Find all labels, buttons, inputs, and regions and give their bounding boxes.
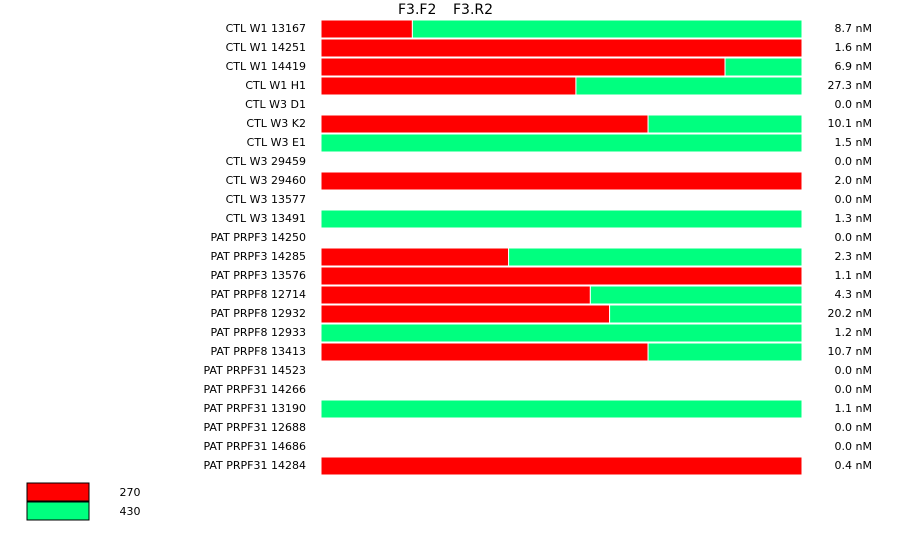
bar-segment bbox=[575, 76, 803, 96]
total-label: 0.0 nM bbox=[835, 98, 872, 111]
row-label: CTL W3 13577 bbox=[226, 193, 306, 206]
total-label: 20.2 nM bbox=[828, 307, 872, 320]
row-label: PAT PRPF31 13190 bbox=[203, 402, 306, 415]
total-label: 4.3 nM bbox=[835, 288, 872, 301]
bar-segment bbox=[320, 399, 803, 419]
row-label: PAT PRPF8 13413 bbox=[210, 345, 306, 358]
bar-segment bbox=[647, 114, 803, 134]
row-label: PAT PRPF3 14250 bbox=[210, 231, 306, 244]
row-label: PAT PRPF31 14266 bbox=[203, 383, 306, 396]
total-label: 0.0 nM bbox=[835, 193, 872, 206]
bar-segment bbox=[320, 171, 803, 191]
total-label: 0.0 nM bbox=[835, 440, 872, 453]
row-label: PAT PRPF3 14285 bbox=[210, 250, 306, 263]
bar-segment bbox=[320, 57, 726, 77]
row-label: PAT PRPF3 13576 bbox=[210, 269, 306, 282]
row-label: CTL W1 14251 bbox=[226, 41, 306, 54]
bar-segment bbox=[647, 342, 803, 362]
bar-segment bbox=[724, 57, 803, 77]
row-label: CTL W3 K2 bbox=[246, 117, 306, 130]
total-label: 2.0 nM bbox=[835, 174, 872, 187]
row-label: PAT PRPF31 12688 bbox=[203, 421, 306, 434]
row-label: PAT PRPF8 12932 bbox=[210, 307, 306, 320]
row-label: CTL W3 E1 bbox=[247, 136, 306, 149]
row-label: CTL W1 H1 bbox=[245, 79, 306, 92]
row-label: PAT PRPF31 14686 bbox=[203, 440, 306, 453]
total-label: 0.4 nM bbox=[835, 459, 872, 472]
total-label: 0.0 nM bbox=[835, 155, 872, 168]
row-label: PAT PRPF31 14523 bbox=[203, 364, 306, 377]
total-label: 6.9 nM bbox=[835, 60, 872, 73]
total-label: 27.3 nM bbox=[828, 79, 872, 92]
row-label: CTL W1 14419 bbox=[226, 60, 306, 73]
legend-swatch bbox=[26, 501, 90, 521]
legend-label: 270 bbox=[120, 486, 141, 499]
bar-segment bbox=[609, 304, 803, 324]
total-label: 1.5 nM bbox=[835, 136, 872, 149]
total-label: 1.2 nM bbox=[835, 326, 872, 339]
total-label: 0.0 nM bbox=[835, 364, 872, 377]
row-label: CTL W3 13491 bbox=[226, 212, 306, 225]
column-header: F3.F2 bbox=[398, 2, 436, 18]
bar-segment bbox=[320, 266, 803, 286]
bar-segment bbox=[320, 114, 649, 134]
row-label: CTL W3 29460 bbox=[226, 174, 306, 187]
row-label: CTL W1 13167 bbox=[226, 22, 306, 35]
total-label: 10.7 nM bbox=[828, 345, 872, 358]
bar-segment bbox=[320, 342, 649, 362]
bar-segment bbox=[411, 19, 803, 39]
row-label: CTL W3 D1 bbox=[245, 98, 306, 111]
total-label: 0.0 nM bbox=[835, 383, 872, 396]
bar-segment bbox=[320, 19, 413, 39]
total-label: 0.0 nM bbox=[835, 421, 872, 434]
row-label: PAT PRPF8 12933 bbox=[210, 326, 306, 339]
bar-segment bbox=[320, 76, 577, 96]
bar-segment bbox=[320, 133, 803, 153]
row-label: PAT PRPF8 12714 bbox=[210, 288, 306, 301]
column-header: F3.R2 bbox=[453, 2, 493, 18]
total-label: 8.7 nM bbox=[835, 22, 872, 35]
bar-segment bbox=[320, 304, 611, 324]
total-label: 10.1 nM bbox=[828, 117, 872, 130]
bar-segment bbox=[508, 247, 803, 267]
bar-segment bbox=[320, 456, 803, 476]
row-label: CTL W3 29459 bbox=[226, 155, 306, 168]
total-label: 0.0 nM bbox=[835, 231, 872, 244]
total-label: 1.1 nM bbox=[835, 269, 872, 282]
row-label: PAT PRPF31 14284 bbox=[203, 459, 306, 472]
bar-segment bbox=[320, 209, 803, 229]
bar-segment bbox=[589, 285, 803, 305]
legend-swatch bbox=[26, 482, 90, 502]
total-label: 2.3 nM bbox=[835, 250, 872, 263]
legend-label: 430 bbox=[120, 505, 141, 518]
bar-segment bbox=[320, 323, 803, 343]
total-label: 1.1 nM bbox=[835, 402, 872, 415]
total-label: 1.6 nM bbox=[835, 41, 872, 54]
bar-segment bbox=[320, 285, 591, 305]
bar-segment bbox=[320, 38, 803, 58]
total-label: 1.3 nM bbox=[835, 212, 872, 225]
bar-segment bbox=[320, 247, 510, 267]
